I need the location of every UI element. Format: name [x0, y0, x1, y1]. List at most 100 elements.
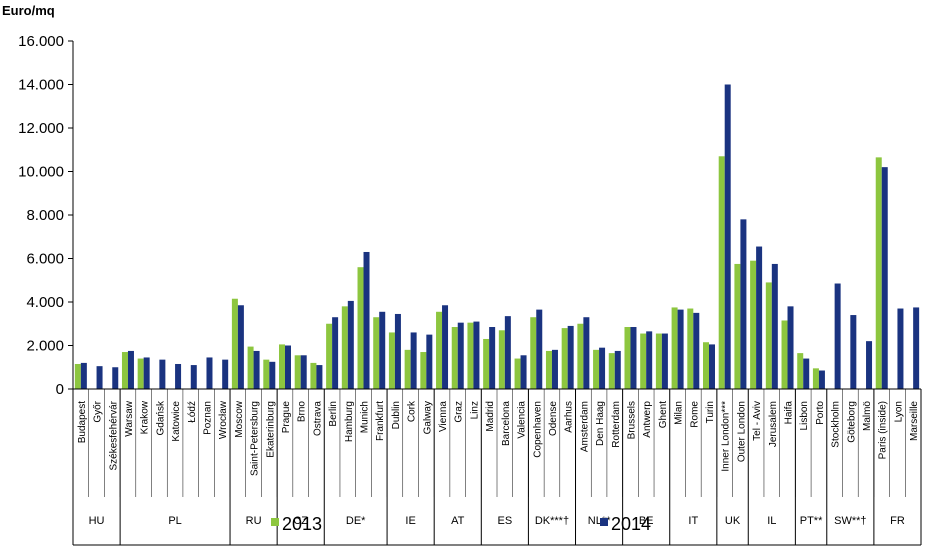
category-label: Vienna: [438, 401, 449, 432]
category-label: Inner London***: [721, 401, 732, 472]
group-label: DK***†: [535, 515, 569, 527]
bar-2014: [567, 325, 574, 389]
category-label: Amsterdam: [579, 401, 590, 452]
bar-2014: [363, 251, 370, 389]
group-label: IE: [405, 515, 415, 527]
bar-2013: [357, 267, 364, 389]
group-label: AT: [451, 515, 465, 527]
bar-2013: [545, 350, 552, 389]
bar-2014: [897, 308, 904, 389]
bar-2014: [818, 370, 825, 389]
category-label: Göteborg: [846, 401, 857, 443]
category-label: Outer London: [736, 401, 747, 462]
bar-2014: [724, 84, 731, 389]
bar-2013: [294, 355, 301, 389]
bar-2013: [593, 349, 600, 389]
bar-2014: [614, 350, 621, 389]
country-group-box: HU PL RU CZ DE* IE AT ES DK***† NL** BE IT UK IL PT** S…: [72, 389, 922, 546]
bar-2013: [436, 311, 443, 389]
bar-2014: [677, 309, 684, 389]
bar-2013: [263, 359, 270, 389]
category-label: Hamburg: [344, 401, 355, 442]
bar-2014: [599, 347, 606, 389]
y-tick-label: 0: [56, 381, 64, 398]
bar-2013: [624, 327, 631, 389]
bar-2013: [467, 322, 474, 389]
legend-label: 2013: [282, 514, 322, 534]
category-label: Székesfehérvár: [108, 400, 119, 470]
group-label: FR: [890, 515, 905, 527]
bar-2014: [253, 350, 260, 389]
category-label: Berlin: [328, 401, 339, 427]
y-tick-label: 2.000: [26, 338, 64, 355]
bar-2014: [457, 322, 464, 389]
group-label: PL: [168, 515, 181, 527]
group-label: HU: [89, 515, 105, 527]
category-label: Barcelona: [501, 401, 512, 446]
bar-2014: [881, 167, 888, 389]
category-label: Paris (inside): [878, 401, 889, 459]
category-label: Lisbon: [799, 401, 810, 430]
bar-2013: [388, 332, 395, 389]
bars-layer: [73, 84, 921, 390]
bar-2014: [740, 219, 747, 389]
bar-2013: [498, 330, 505, 389]
bar-2013: [561, 328, 568, 389]
bar-2014: [536, 309, 543, 389]
y-tick-label: 12.000: [18, 120, 64, 137]
category-label: Moscow: [234, 400, 245, 437]
bar-2013: [373, 317, 380, 389]
bar-2014: [190, 365, 197, 389]
bar-2014: [285, 345, 291, 389]
bar-2014: [771, 263, 778, 389]
bar-2013: [875, 157, 882, 389]
bar-2014: [693, 312, 700, 389]
bar-2014: [143, 357, 150, 389]
group-label: IL: [767, 515, 776, 527]
bar-2014: [426, 334, 433, 389]
bar-2014: [175, 363, 182, 389]
bar-2013: [734, 263, 741, 389]
category-label: Milan: [674, 401, 685, 425]
y-axis-title: Euro/mq: [2, 3, 55, 18]
category-label: Brussels: [626, 401, 637, 439]
bar-2013: [231, 298, 238, 389]
bar-2014: [96, 366, 103, 389]
bar-2014: [803, 358, 810, 389]
bar-2013: [671, 307, 678, 389]
category-label: Madrid: [485, 401, 496, 432]
bar-2014: [80, 362, 87, 389]
bar-2013: [310, 362, 317, 389]
bar-2013: [718, 156, 725, 389]
legend-swatch: [271, 518, 279, 526]
bar-2014: [504, 316, 511, 389]
bar-2013: [750, 260, 757, 389]
group-label: CZ: [293, 515, 308, 527]
bar-2014: [222, 359, 229, 389]
category-label: Budapest: [77, 401, 88, 443]
category-label: Valencia: [517, 401, 528, 439]
category-label: Ostrava: [312, 401, 323, 436]
category-label: Ekaterinburg: [265, 401, 276, 458]
bar-2013: [765, 282, 772, 389]
category-label: Den Haag: [595, 401, 606, 446]
group-label: PT**: [800, 515, 823, 527]
bar-2014: [269, 361, 276, 389]
group-label: ES: [498, 515, 513, 527]
group-label: UK: [725, 515, 741, 527]
y-tick-label: 4.000: [26, 294, 64, 311]
bar-2013: [655, 333, 662, 389]
bar-2013: [404, 349, 411, 389]
bar-2013: [703, 342, 709, 389]
category-label: Brno: [297, 401, 308, 423]
group-label: DE*: [346, 515, 366, 527]
group-label: IT: [688, 515, 698, 527]
category-label: Aarhus: [564, 401, 575, 433]
bar-2014: [473, 321, 480, 389]
category-label: Haifa: [784, 401, 795, 425]
group-label: SW**†: [834, 515, 866, 527]
bar-2013: [74, 363, 81, 389]
group-label: BE: [639, 515, 654, 527]
category-label: Katowice: [171, 401, 182, 442]
category-label: Győr: [93, 400, 104, 422]
